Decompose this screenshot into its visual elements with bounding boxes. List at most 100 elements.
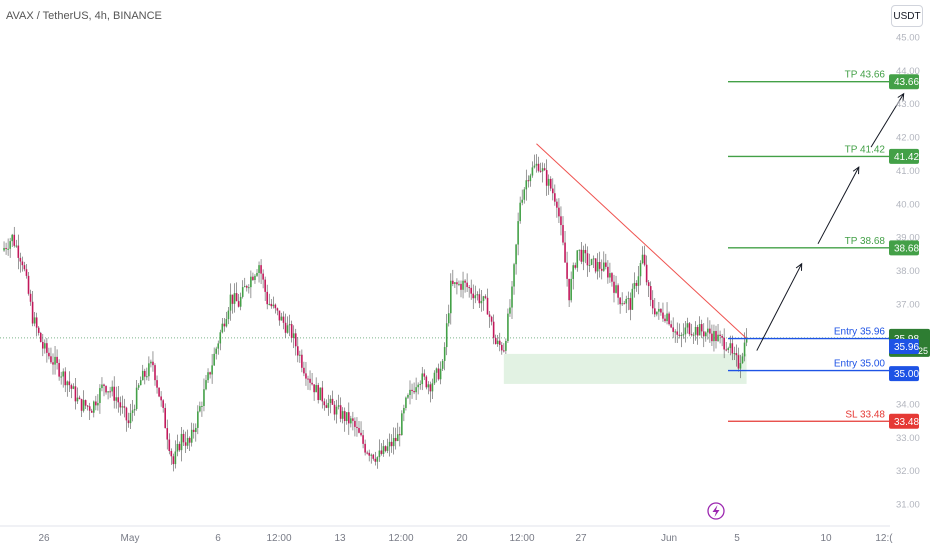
- candle-body: [639, 262, 642, 277]
- projection-arrow: [870, 93, 905, 148]
- candle-body: [95, 401, 97, 406]
- candle-body: [519, 202, 521, 222]
- candle-body: [260, 265, 262, 274]
- candle-body: [74, 386, 77, 402]
- candle-body: [129, 412, 132, 424]
- candle-body: [670, 324, 672, 328]
- candle-body: [649, 286, 652, 300]
- candle-body: [86, 405, 89, 407]
- candle-body: [282, 316, 285, 323]
- candle-body: [462, 280, 464, 290]
- candle-body: [294, 333, 297, 347]
- candle-body: [600, 268, 603, 271]
- candle-body: [378, 450, 381, 458]
- price-tag-value: 35.00: [894, 369, 919, 380]
- candle-body: [121, 406, 124, 408]
- price-tick-label: 43.00: [896, 99, 920, 110]
- candle-body: [266, 291, 268, 305]
- candle-body: [3, 247, 5, 251]
- candle-body: [307, 378, 309, 380]
- candle-body: [543, 168, 546, 171]
- candle-body: [58, 362, 60, 377]
- candle-body: [425, 376, 428, 388]
- candle-body: [386, 446, 389, 451]
- candle-body: [423, 373, 426, 377]
- candle-body: [105, 386, 107, 393]
- time-tick-label: 12:00: [266, 533, 291, 544]
- candle-body: [158, 387, 160, 397]
- candle-body: [362, 435, 364, 444]
- candle-body: [511, 286, 513, 308]
- projection-arrow: [817, 166, 860, 245]
- candle-body: [370, 454, 373, 456]
- candle-body: [103, 384, 105, 387]
- candle-body: [678, 334, 681, 336]
- candle-body: [464, 280, 466, 283]
- candle-body: [556, 201, 558, 208]
- candle-body: [182, 433, 185, 443]
- candle-body: [541, 168, 544, 172]
- candle-body: [643, 254, 646, 265]
- candle-body: [44, 343, 46, 349]
- candle-body: [554, 193, 556, 202]
- candle-body: [527, 180, 530, 182]
- candle-body: [364, 443, 366, 453]
- candle-body: [17, 245, 20, 258]
- candle-body: [297, 346, 299, 356]
- candle-body: [468, 287, 470, 289]
- candle-body: [392, 437, 395, 447]
- candle-body: [360, 432, 362, 436]
- candle-body: [411, 389, 413, 392]
- candle-body: [64, 371, 67, 386]
- candle-body: [478, 294, 481, 304]
- candle-body: [394, 437, 397, 442]
- candle-body: [78, 397, 81, 399]
- candle-body: [199, 406, 201, 412]
- candle-body: [333, 404, 336, 415]
- candle-body: [201, 405, 203, 407]
- candle-body: [133, 408, 136, 411]
- time-tick-label: 12:00: [388, 533, 413, 544]
- candle-body: [168, 439, 171, 452]
- candle-body: [405, 397, 407, 408]
- candle-body: [127, 420, 130, 424]
- candle-body: [633, 282, 636, 289]
- candle-body: [29, 293, 32, 302]
- candle-body: [533, 165, 536, 168]
- arrow-head: [852, 166, 860, 175]
- candle-body: [505, 340, 507, 351]
- candle-body: [731, 343, 734, 354]
- candle-body: [101, 384, 103, 389]
- candle-body: [396, 434, 399, 442]
- candle-body: [403, 407, 405, 414]
- candle-body: [498, 340, 501, 345]
- price-tick-label: 31.00: [896, 500, 920, 511]
- price-tag: [889, 339, 919, 355]
- candle-body: [111, 386, 113, 392]
- candle-body: [490, 316, 493, 322]
- candle-body: [21, 261, 24, 266]
- candle-body: [737, 355, 740, 369]
- candle-body: [72, 386, 75, 389]
- candle-body: [264, 279, 266, 292]
- candle-body: [366, 452, 368, 454]
- lightning-icon[interactable]: [707, 502, 725, 520]
- candle-body: [684, 327, 687, 335]
- candle-body: [588, 264, 591, 266]
- candle-body: [337, 405, 340, 407]
- candle-body: [568, 278, 570, 301]
- price-tag-value: 35.96: [894, 342, 919, 353]
- candle-body: [82, 400, 85, 411]
- candle-body: [433, 372, 436, 384]
- candle-body: [698, 324, 701, 336]
- candle-body: [529, 175, 532, 182]
- candle-body: [39, 332, 42, 342]
- currency-button[interactable]: USDT: [891, 5, 923, 27]
- price-tag-value: 43.66: [894, 77, 919, 88]
- candle-body: [629, 298, 632, 310]
- candle-body: [574, 265, 577, 268]
- candle-body: [592, 258, 595, 260]
- candle-body: [197, 411, 199, 428]
- candle-body: [739, 363, 742, 369]
